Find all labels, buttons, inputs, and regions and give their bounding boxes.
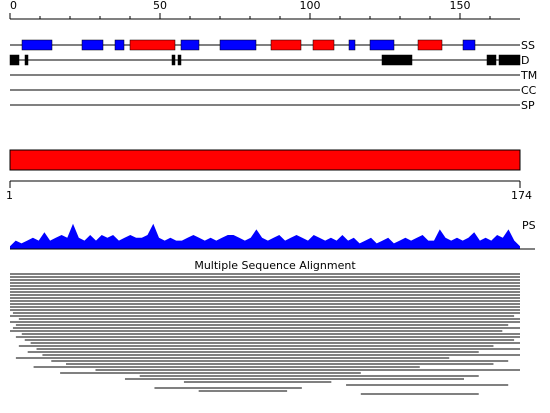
segment [9,54,20,66]
ps-label: PS [522,219,536,232]
segment [177,54,182,66]
segment [369,39,395,51]
segment [171,54,176,66]
track-label: CC [521,84,537,97]
track-label: SS [521,39,535,52]
track-label: SP [521,99,535,112]
sequence-label: 1 [6,189,13,202]
segment [498,54,521,66]
ps-area [10,223,520,249]
segment [348,39,356,51]
ruler-label: 100 [300,0,321,12]
segment [270,39,302,51]
segment [462,39,476,51]
segment [129,39,176,51]
segment [24,54,29,66]
segment [180,39,200,51]
segment [21,39,53,51]
segment [381,54,413,66]
ruler-label: 150 [450,0,471,12]
segment [312,39,335,51]
segment [114,39,125,51]
sequence-label: 174 [511,189,532,202]
track-label: D [521,54,529,67]
segment [81,39,104,51]
sequence-bar [9,149,521,171]
segment [219,39,257,51]
track-label: TM [520,69,537,82]
msa-title: Multiple Sequence Alignment [194,259,356,272]
segment [417,39,443,51]
ruler-label: 0 [10,0,17,12]
segment [486,54,497,66]
ruler-label: 50 [153,0,167,12]
